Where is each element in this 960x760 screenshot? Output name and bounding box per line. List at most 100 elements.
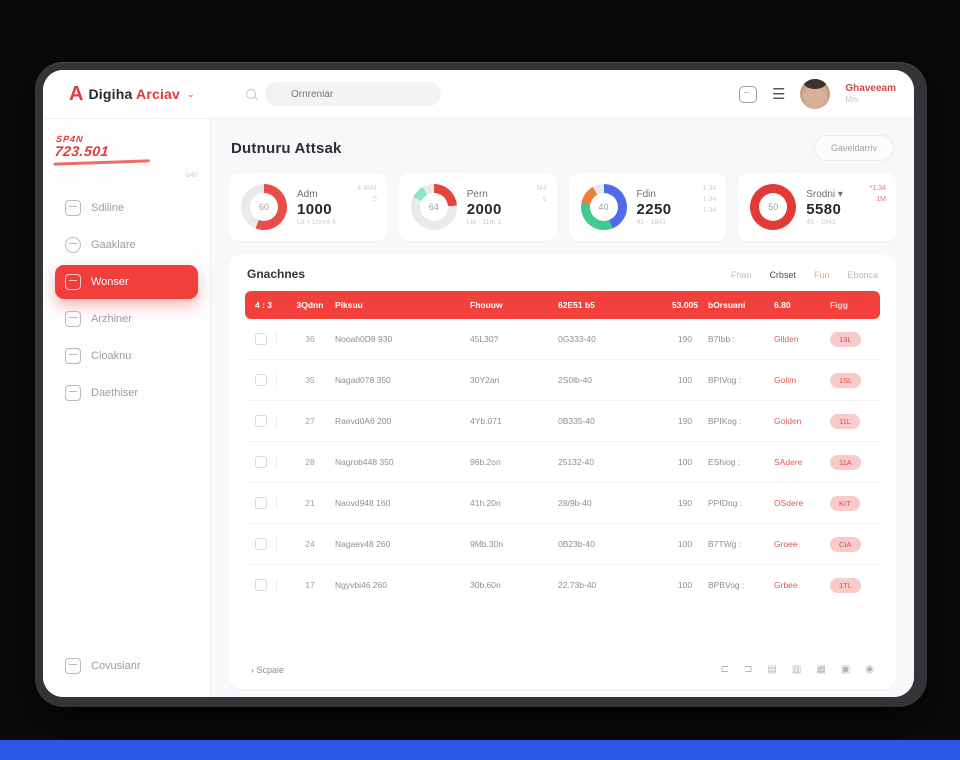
sidebar-item-sdiline[interactable]: Sdiline [55, 191, 198, 225]
sidebar-item-cloaknu[interactable]: Cloaknu [55, 339, 198, 373]
column-header: 6.80 [774, 300, 791, 310]
cell-qty: 190 [677, 498, 693, 508]
doc-icon [65, 200, 81, 217]
stat-card-label: Adm [297, 188, 318, 200]
cell-divider [276, 538, 277, 550]
cell-phone: 45L30? [470, 334, 499, 344]
status-badge: 1SL [830, 372, 862, 388]
row-checkbox[interactable] [255, 456, 267, 468]
grid-icon [65, 385, 81, 402]
filter-crbset[interactable]: Crbset [769, 270, 796, 280]
pager-icon-6[interactable]: ▣ [840, 664, 851, 675]
row-checkbox[interactable] [255, 579, 267, 591]
chevron-down-icon[interactable]: ⌄ [187, 88, 195, 99]
box-icon [65, 348, 81, 365]
stat-card[interactable]: 40 Fdin 2250 41 - 1841 1.34 1.34 1.34 [568, 173, 727, 241]
table-title: Gnachnes [247, 267, 306, 281]
status-badge: 11L [830, 413, 860, 429]
page-action-button[interactable]: Gaveldarriv [813, 135, 894, 161]
stat-card-label: Srodni ▾ [806, 188, 843, 200]
table-row[interactable]: 21 Naovd948 160 41h.20n 28/9b-40 190 PPI… [245, 483, 880, 524]
sidebar-item-bottom[interactable]: Covusianr [55, 649, 198, 683]
status-badge: CIA [830, 536, 861, 552]
cell-qty: 100 [677, 539, 693, 549]
pager-icon-5[interactable]: ▦ [816, 664, 826, 675]
sidebar-item-arzhiner[interactable]: Arzhiner [55, 302, 198, 336]
table-body: 36 Nooah0D8 930 45L30? 0G333-40 190 B7Ib… [245, 319, 880, 605]
column-header: 62E51 b5 [558, 300, 595, 310]
sidebar-item-gaaklare[interactable]: Gaaklare [55, 228, 198, 262]
row-checkbox[interactable] [255, 333, 267, 345]
stat-card-text: Fdin 2250 41 - 1841 [637, 189, 672, 226]
top-actions: ☰ Ghaveeam Mrs [738, 79, 896, 109]
cell-status: BPBVog : [708, 580, 745, 590]
cell-divider [276, 456, 277, 468]
table-head: Gnachnes Fhao Crbset Fun Ebonca [247, 267, 878, 281]
row-checkbox[interactable] [255, 538, 267, 550]
cell-id: 28 [305, 457, 315, 467]
stat-card[interactable]: 60 Adm 1000 Lit + Lnnnt 4 4.4M4 5 [229, 173, 387, 241]
brand-logo-icon: A [69, 83, 84, 105]
stat-card-subtext: 41 - 1841 [636, 218, 667, 226]
pager-icon-4[interactable]: ▥ [791, 664, 802, 675]
table-row[interactable]: 36 Nooah0D8 930 45L30? 0G333-40 190 B7Ib… [245, 319, 880, 360]
brand-name-dark: Digiha [88, 86, 133, 102]
filter-ebonca[interactable]: Ebonca [847, 270, 878, 280]
pagination: ⊏ ⊐ ▤ ▥ ▦ ▣ ◉ [721, 664, 874, 675]
cell-status: B7TWg : [708, 539, 742, 549]
main-content: Dutnuru Attsak Gaveldarriv 60 Adm 1000 L… [211, 119, 914, 697]
stat-card-subtext: Lit + Lnnnt 4 [297, 218, 336, 226]
cell-status: EShiog : [708, 457, 741, 467]
pager-icon-7[interactable]: ◉ [865, 664, 874, 675]
pager-icon-1[interactable]: ⊏ [720, 664, 730, 675]
table-row[interactable]: 27 Raevd0A6 200 4Yb.071 0B335-40 190 BPI… [245, 401, 880, 442]
pager-icon-3[interactable]: ▤ [767, 664, 777, 675]
cell-phone: 30b.60n [470, 580, 501, 590]
column-header: 53.005 [672, 300, 698, 310]
table-row[interactable]: 35 Nagad078 350 30Y2an 2S0lb-40 100 BPIV… [245, 360, 880, 401]
stat-card[interactable]: 50 Srodni ▾ 5580 41 - 1941 *1.34 1M [738, 173, 896, 241]
sidebar-item-label: Covusianr [91, 660, 141, 672]
search-input[interactable] [265, 82, 441, 106]
brand[interactable]: A Digiha Arciav ⌄ [69, 84, 237, 104]
table-row[interactable]: 24 Nagaev48 260 9Mb.30n 0B23b-40 100 B7T… [245, 524, 880, 565]
donut-center-value: 64 [428, 202, 439, 212]
table-row[interactable]: 28 Nagrob448 350 96b.2on 25132-40 100 ES… [245, 442, 880, 483]
status-badge: 13L [830, 331, 861, 347]
archive-icon [65, 311, 81, 328]
row-checkbox[interactable] [255, 374, 267, 386]
donut-center-value: 40 [598, 202, 609, 212]
cell-state: Groee [774, 539, 798, 549]
table-footer-label[interactable]: › Scpaie [251, 664, 285, 675]
message-icon[interactable] [738, 85, 757, 103]
cell-divider [276, 497, 277, 509]
sidebar-item-daethiser[interactable]: Daethiser [55, 376, 198, 410]
chat-icon [65, 658, 81, 674]
cell-id: 36 [305, 334, 315, 344]
bottom-accent-bar [0, 740, 960, 760]
sidebar-item-wonser[interactable]: Wonser [55, 265, 198, 300]
cell-qty: 100 [677, 457, 693, 467]
filter-fun[interactable]: Fun [813, 270, 830, 280]
row-checkbox[interactable] [255, 415, 267, 427]
menu-icon[interactable]: ☰ [771, 85, 786, 103]
brand-name-accent: Arciav [136, 86, 181, 102]
row-checkbox-cell [255, 538, 285, 550]
cell-id: 35 [305, 375, 315, 385]
cell-status: BPIKog : [708, 416, 742, 426]
column-header: Figg [830, 300, 848, 310]
stat-card[interactable]: 64 Pern 2000 Lia - 11m 1 M4 5 [398, 173, 557, 241]
stat-card-aux-note: 1.34 1.34 1.34 [702, 185, 717, 215]
stat-card-text: Adm 1000 Lit + Lnnnt 4 [297, 189, 336, 226]
stat-cards: 60 Adm 1000 Lit + Lnnnt 4 4.4M4 5 64 Per… [229, 173, 896, 241]
stat-card-aux-note: M4 5 [536, 185, 547, 204]
pager-icon-2[interactable]: ⊐ [744, 664, 753, 675]
avatar[interactable] [800, 79, 831, 109]
cell-qty: 190 [677, 416, 693, 426]
user-block[interactable]: Ghaveeam Mrs [845, 83, 896, 106]
filter-fhao[interactable]: Fhao [730, 270, 752, 280]
table-row[interactable]: 17 Ngyvbi46 260 30b.60n 22.73b-40 100 BP… [245, 565, 880, 605]
table-footer: › Scpaie ⊏ ⊐ ▤ ▥ ▦ ▣ ◉ [245, 652, 880, 683]
row-checkbox[interactable] [255, 497, 267, 509]
cell-name: Nagaev48 260 [335, 539, 391, 549]
